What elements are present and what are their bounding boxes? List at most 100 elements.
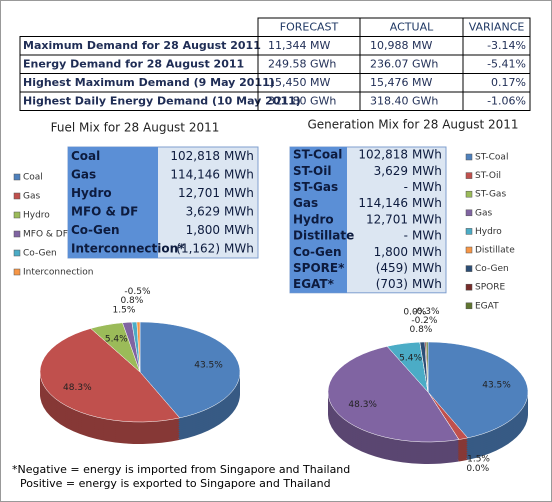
legend-label: Co-Gen xyxy=(475,264,509,274)
mix-value: - xyxy=(404,180,408,194)
table-cell: -1.06% xyxy=(487,94,526,107)
legend-swatch xyxy=(465,172,473,179)
legend-swatch xyxy=(13,268,21,276)
table-cell: 10,988 MW xyxy=(370,39,432,52)
pie-slice xyxy=(327,346,460,443)
mix-unit: MWh xyxy=(224,223,254,237)
table-header: FORECAST xyxy=(280,20,339,33)
legend-swatch xyxy=(465,228,473,235)
data-label: 43.5% xyxy=(194,360,223,370)
data-label: 0.8% xyxy=(409,325,432,335)
mix-name: Coal xyxy=(71,149,100,163)
mix-name: EGAT* xyxy=(293,277,335,291)
table-cell: 318.40 GWh xyxy=(370,94,438,107)
legend-label: Coal xyxy=(23,173,43,183)
mix-value: 1,800 xyxy=(186,223,220,237)
pie-slice xyxy=(427,341,529,439)
mix-value: 102,818 xyxy=(358,148,408,162)
mix-unit: MWh xyxy=(412,148,442,162)
legend-swatch xyxy=(465,283,473,291)
mix-value: - xyxy=(404,229,408,243)
mix-value: (459) xyxy=(376,261,408,275)
mix-value: 3,629 xyxy=(374,164,408,178)
legend-label: MFO & DF xyxy=(23,230,68,240)
pie-slice xyxy=(39,328,181,423)
mix-unit: MWh xyxy=(412,164,442,178)
mix-value: 3,629 xyxy=(186,204,220,218)
table-cell: 249.58 GWh xyxy=(268,57,336,70)
mix-name: SPORE* xyxy=(293,261,345,275)
mix-value: 114,146 xyxy=(170,167,220,181)
legend-label: Co-Gen xyxy=(23,249,57,259)
pie-slice xyxy=(425,341,429,393)
mix-unit: MWh xyxy=(224,186,254,200)
mix-unit: MWh xyxy=(412,277,442,291)
row-label: Energy Demand for 28 August 2011 xyxy=(23,57,244,70)
mix-unit: MWh xyxy=(412,245,442,259)
data-label: 0.0% xyxy=(403,307,426,317)
data-label: 1.5% xyxy=(113,306,136,316)
legend-swatch xyxy=(13,173,21,181)
mix-unit: MWh xyxy=(224,241,254,255)
data-label: 48.3% xyxy=(348,400,377,410)
mix-name: Co-Gen xyxy=(293,245,342,259)
legend-swatch xyxy=(465,190,473,198)
legend-label: Hydro xyxy=(475,227,502,237)
legend-label: ST-Coal xyxy=(475,153,508,163)
table-cell: 15,450 MW xyxy=(268,76,330,89)
mix-value: 114,146 xyxy=(358,196,408,210)
data-label: 48.3% xyxy=(63,383,92,393)
mix-name: Distillate xyxy=(293,229,354,243)
row-label: Highest Maximum Demand (9 May 2011) xyxy=(23,76,275,89)
table-cell: -3.14% xyxy=(487,39,526,52)
legend-label: Interconnection xyxy=(23,268,94,278)
chart-title: Fuel Mix for 28 August 2011 xyxy=(51,121,220,135)
table-header: VARIANCE xyxy=(469,20,525,33)
table-header: ACTUAL xyxy=(390,20,434,33)
table-cell: 11,344 MW xyxy=(268,39,330,52)
legend-label: Gas xyxy=(23,192,40,202)
legend-label: Hydro xyxy=(23,211,50,221)
chart-title: Generation Mix for 28 August 2011 xyxy=(307,118,518,132)
legend-swatch xyxy=(13,192,21,200)
data-label: 1.5% xyxy=(467,454,490,464)
mix-value: 102,818 xyxy=(170,149,220,163)
mix-unit: MWh xyxy=(412,212,442,226)
mix-name: Hydro xyxy=(293,212,334,226)
data-label: -0.5% xyxy=(124,287,151,297)
mix-unit: MWh xyxy=(412,229,442,243)
mix-name: ST-Gas xyxy=(293,180,338,194)
legend-label: SPORE xyxy=(475,283,505,293)
data-label: 5.4% xyxy=(105,335,128,345)
mix-value: (1,162) xyxy=(176,241,220,255)
data-label: 0.8% xyxy=(120,296,143,306)
data-label: 0.0% xyxy=(466,464,489,474)
mix-name-bg xyxy=(68,147,158,258)
table-cell: 0.17% xyxy=(491,76,526,89)
footnote: *Negative = energy is imported from Sing… xyxy=(12,463,350,476)
legend-swatch xyxy=(13,230,21,238)
legend-swatch xyxy=(13,249,21,257)
table-cell: 236.07 GWh xyxy=(370,57,438,70)
mix-unit: MWh xyxy=(412,261,442,275)
mix-name: ST-Oil xyxy=(293,164,331,178)
legend-label: Gas xyxy=(475,208,492,218)
legend-label: ST-Oil xyxy=(475,171,501,181)
mix-name: Gas xyxy=(293,196,318,210)
mix-unit: MWh xyxy=(224,167,254,181)
mix-name-bg xyxy=(290,147,347,293)
mix-unit: MWh xyxy=(412,196,442,210)
mix-value: 1,800 xyxy=(374,245,408,259)
legend-swatch xyxy=(465,153,473,161)
mix-unit: MWh xyxy=(224,204,254,218)
mix-value: (703) xyxy=(376,277,408,291)
pie-slice xyxy=(136,321,141,373)
data-label: -0.2% xyxy=(411,316,438,326)
mix-name: ST-Coal xyxy=(293,148,342,162)
table-row xyxy=(19,91,531,111)
mix-name: Co-Gen xyxy=(71,223,120,237)
legend-label: Distillate xyxy=(475,246,515,256)
mix-value: 12,701 xyxy=(366,212,408,226)
table-cell: 321.80 GWh xyxy=(268,94,336,107)
